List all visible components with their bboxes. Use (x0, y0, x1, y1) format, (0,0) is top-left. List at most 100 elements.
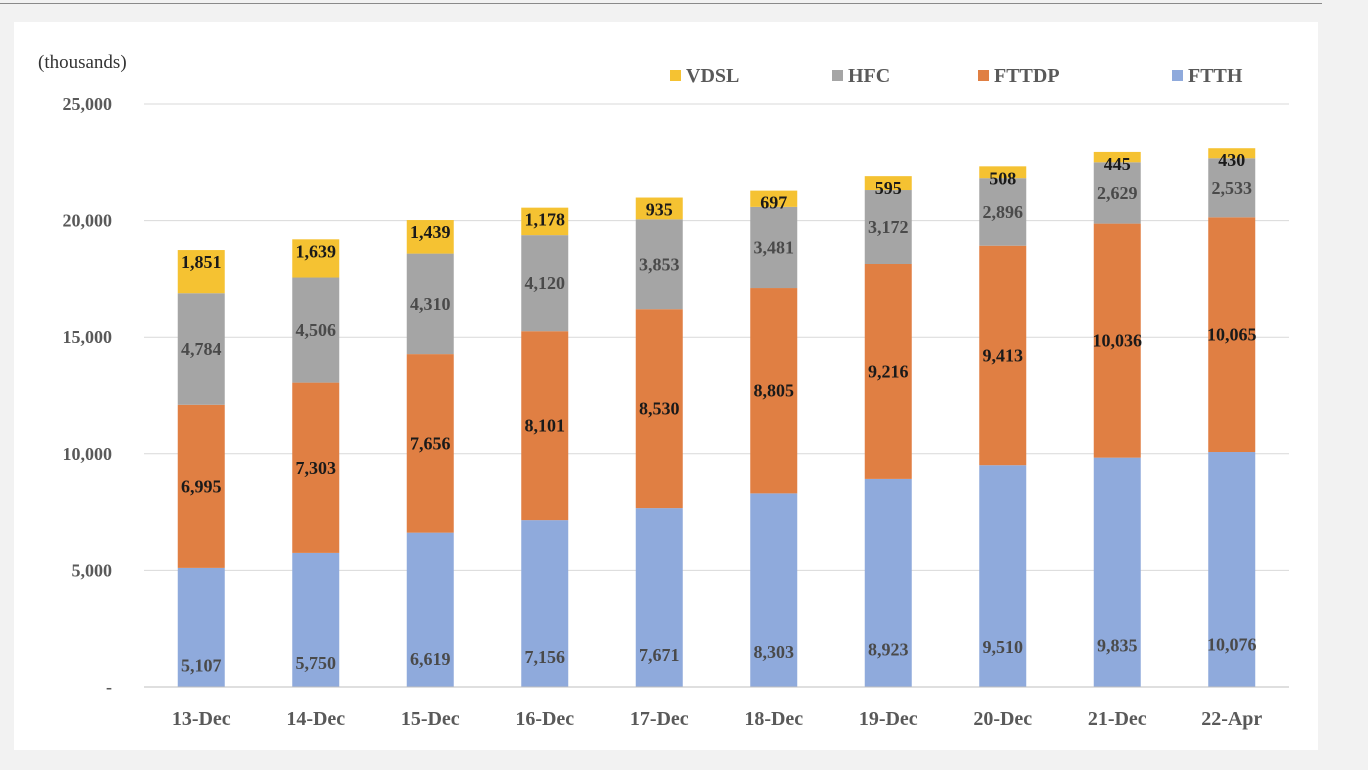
y-tick-label: 25,000 (63, 94, 113, 114)
bar-vdsl-20-dec (979, 166, 1027, 179)
bar-fttdp-14-dec (292, 382, 340, 553)
bar-vdsl-14-dec (292, 239, 340, 278)
bar-vdsl-16-dec (521, 207, 569, 236)
data-label-ftth: 8,923 (868, 640, 909, 660)
legend-swatch-hfc (832, 70, 843, 81)
data-label-ftth: 5,750 (296, 653, 337, 673)
legend-swatch-ftth (1172, 70, 1183, 81)
y-tick-label: 5,000 (72, 560, 113, 580)
data-label-vdsl: 445 (1104, 154, 1131, 174)
data-label-fttdp: 10,036 (1093, 331, 1143, 351)
data-label-hfc: 3,172 (868, 217, 909, 237)
bar-fttdp-20-dec (979, 245, 1027, 466)
y-tick-label: 20,000 (63, 211, 113, 231)
data-label-ftth: 8,303 (754, 642, 795, 662)
bar-hfc-17-dec (635, 219, 683, 310)
data-label-hfc: 3,481 (754, 237, 795, 257)
legend-label-ftth: FTTH (1188, 65, 1243, 87)
y-tick-label: 10,000 (63, 444, 113, 464)
data-label-vdsl: 935 (646, 200, 673, 220)
legend-label-fttdp: FTTDP (994, 65, 1060, 87)
data-label-hfc: 3,853 (639, 254, 680, 274)
data-label-vdsl: 1,439 (410, 222, 451, 242)
data-label-ftth: 7,671 (639, 645, 680, 665)
data-label-ftth: 5,107 (181, 656, 222, 676)
top-divider-line (0, 0, 1322, 4)
bar-ftth-21-dec (1093, 457, 1141, 687)
stacked-bar-chart: 5,107 6,995 4,784 1,851 5,750 7,303 4,506 1,639… (63, 65, 1289, 730)
x-tick-label: 14-Dec (286, 708, 345, 730)
data-label-vdsl: 430 (1218, 150, 1245, 170)
data-label-vdsl: 508 (989, 168, 1016, 188)
data-label-ftth: 9,835 (1097, 636, 1138, 656)
bar-ftth-22-apr (1208, 452, 1256, 687)
data-label-fttdp: 7,303 (296, 458, 337, 478)
chart-card: (thousands) 5,107 6,995 4,784 1,851 5,750 7,3… (14, 22, 1318, 750)
bar-hfc-20-dec (979, 178, 1027, 246)
bar-fttdp-16-dec (521, 331, 569, 521)
data-label-hfc: 4,506 (296, 320, 337, 340)
bar-ftth-14-dec (292, 552, 340, 687)
x-tick-label: 20-Dec (973, 708, 1032, 730)
bar-fttdp-19-dec (864, 263, 912, 479)
bar-hfc-19-dec (864, 190, 912, 264)
data-label-fttdp: 8,805 (754, 381, 795, 401)
bar-ftth-13-dec (177, 567, 225, 687)
x-tick-label: 19-Dec (859, 708, 918, 730)
axes: - 5,000 10,000 15,000 20,000 25,000 13-Dec 14-D… (63, 94, 1289, 730)
data-label-hfc: 4,310 (410, 294, 451, 314)
data-labels: 5,107 6,995 4,784 1,851 5,750 7,303 4,506 1,639… (181, 150, 1257, 675)
bar-vdsl-13-dec (177, 250, 225, 294)
data-label-fttdp: 9,216 (868, 361, 909, 381)
bar-vdsl-17-dec (635, 197, 683, 220)
bar-vdsl-19-dec (864, 176, 912, 191)
bar-hfc-16-dec (521, 235, 569, 332)
data-label-vdsl: 697 (760, 193, 787, 213)
data-label-vdsl: 595 (875, 178, 902, 198)
data-label-hfc: 4,120 (525, 273, 566, 293)
bar-vdsl-21-dec (1093, 151, 1141, 163)
legend-swatch-fttdp (978, 70, 989, 81)
data-label-ftth: 7,156 (525, 647, 566, 667)
bar-hfc-15-dec (406, 253, 454, 355)
data-label-fttdp: 7,656 (410, 433, 451, 453)
bar-vdsl-22-apr (1208, 148, 1256, 159)
data-label-ftth: 9,510 (983, 637, 1024, 657)
data-label-fttdp: 8,530 (639, 399, 680, 419)
bar-ftth-15-dec (406, 532, 454, 687)
x-tick-label: 22-Apr (1201, 708, 1262, 730)
x-tick-label: 18-Dec (744, 708, 803, 730)
bar-ftth-20-dec (979, 465, 1027, 687)
bar-ftth-18-dec (750, 493, 798, 687)
data-label-fttdp: 6,995 (181, 476, 222, 496)
legend-label-hfc: HFC (848, 65, 890, 87)
data-label-hfc: 2,896 (983, 202, 1024, 222)
bar-fttdp-18-dec (750, 288, 798, 494)
data-label-ftth: 6,619 (410, 649, 451, 669)
x-tick-label: 13-Dec (172, 708, 231, 730)
data-label-ftth: 10,076 (1207, 635, 1257, 655)
bar-ftth-19-dec (864, 478, 912, 687)
data-label-fttdp: 9,413 (983, 345, 1024, 365)
data-label-fttdp: 8,101 (525, 416, 566, 436)
data-label-hfc: 4,784 (181, 339, 222, 359)
bar-hfc-18-dec (750, 206, 798, 289)
bar-fttdp-22-apr (1208, 217, 1256, 453)
legend-swatch-vdsl (670, 70, 681, 81)
data-label-hfc: 2,533 (1212, 178, 1253, 198)
bar-fttdp-15-dec (406, 354, 454, 533)
x-tick-label: 15-Dec (401, 708, 460, 730)
x-tick-label: 16-Dec (515, 708, 574, 730)
data-label-fttdp: 10,065 (1207, 325, 1257, 345)
data-label-vdsl: 1,178 (525, 210, 566, 230)
bar-fttdp-13-dec (177, 404, 225, 568)
data-label-vdsl: 1,851 (181, 252, 222, 272)
bar-hfc-22-apr (1208, 158, 1256, 218)
legend-label-vdsl: VDSL (686, 65, 739, 87)
legend: VDSL HFC FTTDP FTTH (670, 65, 1243, 87)
x-tick-label: 17-Dec (630, 708, 689, 730)
units-label: (thousands) (38, 52, 127, 73)
bar-ftth-16-dec (521, 520, 569, 687)
bar-fttdp-21-dec (1093, 223, 1141, 458)
bar-vdsl-15-dec (406, 220, 454, 254)
